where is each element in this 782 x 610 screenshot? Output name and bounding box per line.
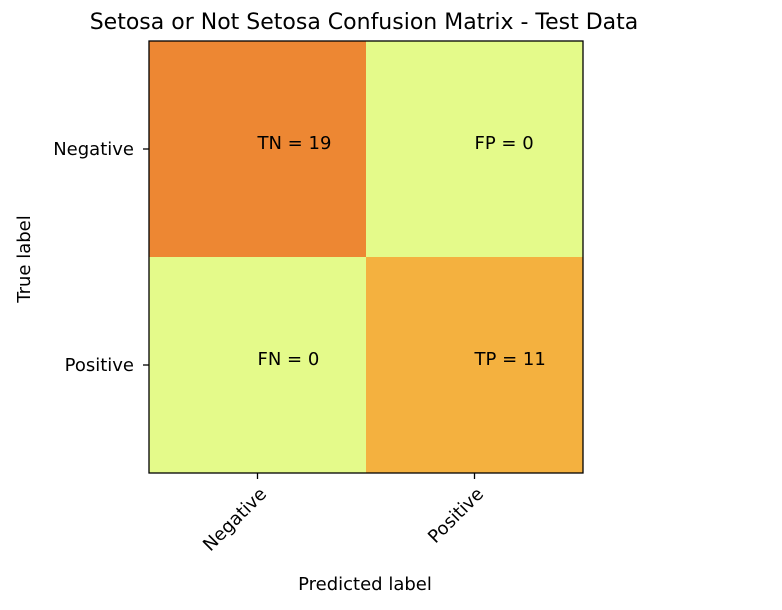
chart-title: Setosa or Not Setosa Confusion Matrix - … [90,10,639,35]
x-tick-label: Positive [424,484,488,548]
x-axis-label: Predicted label [298,574,432,595]
x-tick-label: Negative [199,484,271,556]
y-tick-label: Positive [65,355,134,376]
cell-label: FP = 0 [475,133,534,154]
matrix-cell-positive-positive [366,257,583,473]
matrix-cell-negative-negative [149,41,366,257]
matrix-cell-positive-negative [149,257,366,473]
cell-label: TN = 19 [257,133,332,154]
y-tick-label: Negative [53,139,134,160]
cell-labels: TN = 19 FP = 0 FN = 0 TP = 11 [257,133,546,370]
cell-label: FN = 0 [258,349,320,370]
matrix-cell-negative-positive [366,41,583,257]
matrix-cells [149,41,583,473]
cell-label: TP = 11 [474,349,546,370]
plot-frame [148,40,584,474]
y-axis-label: True label [14,215,35,304]
